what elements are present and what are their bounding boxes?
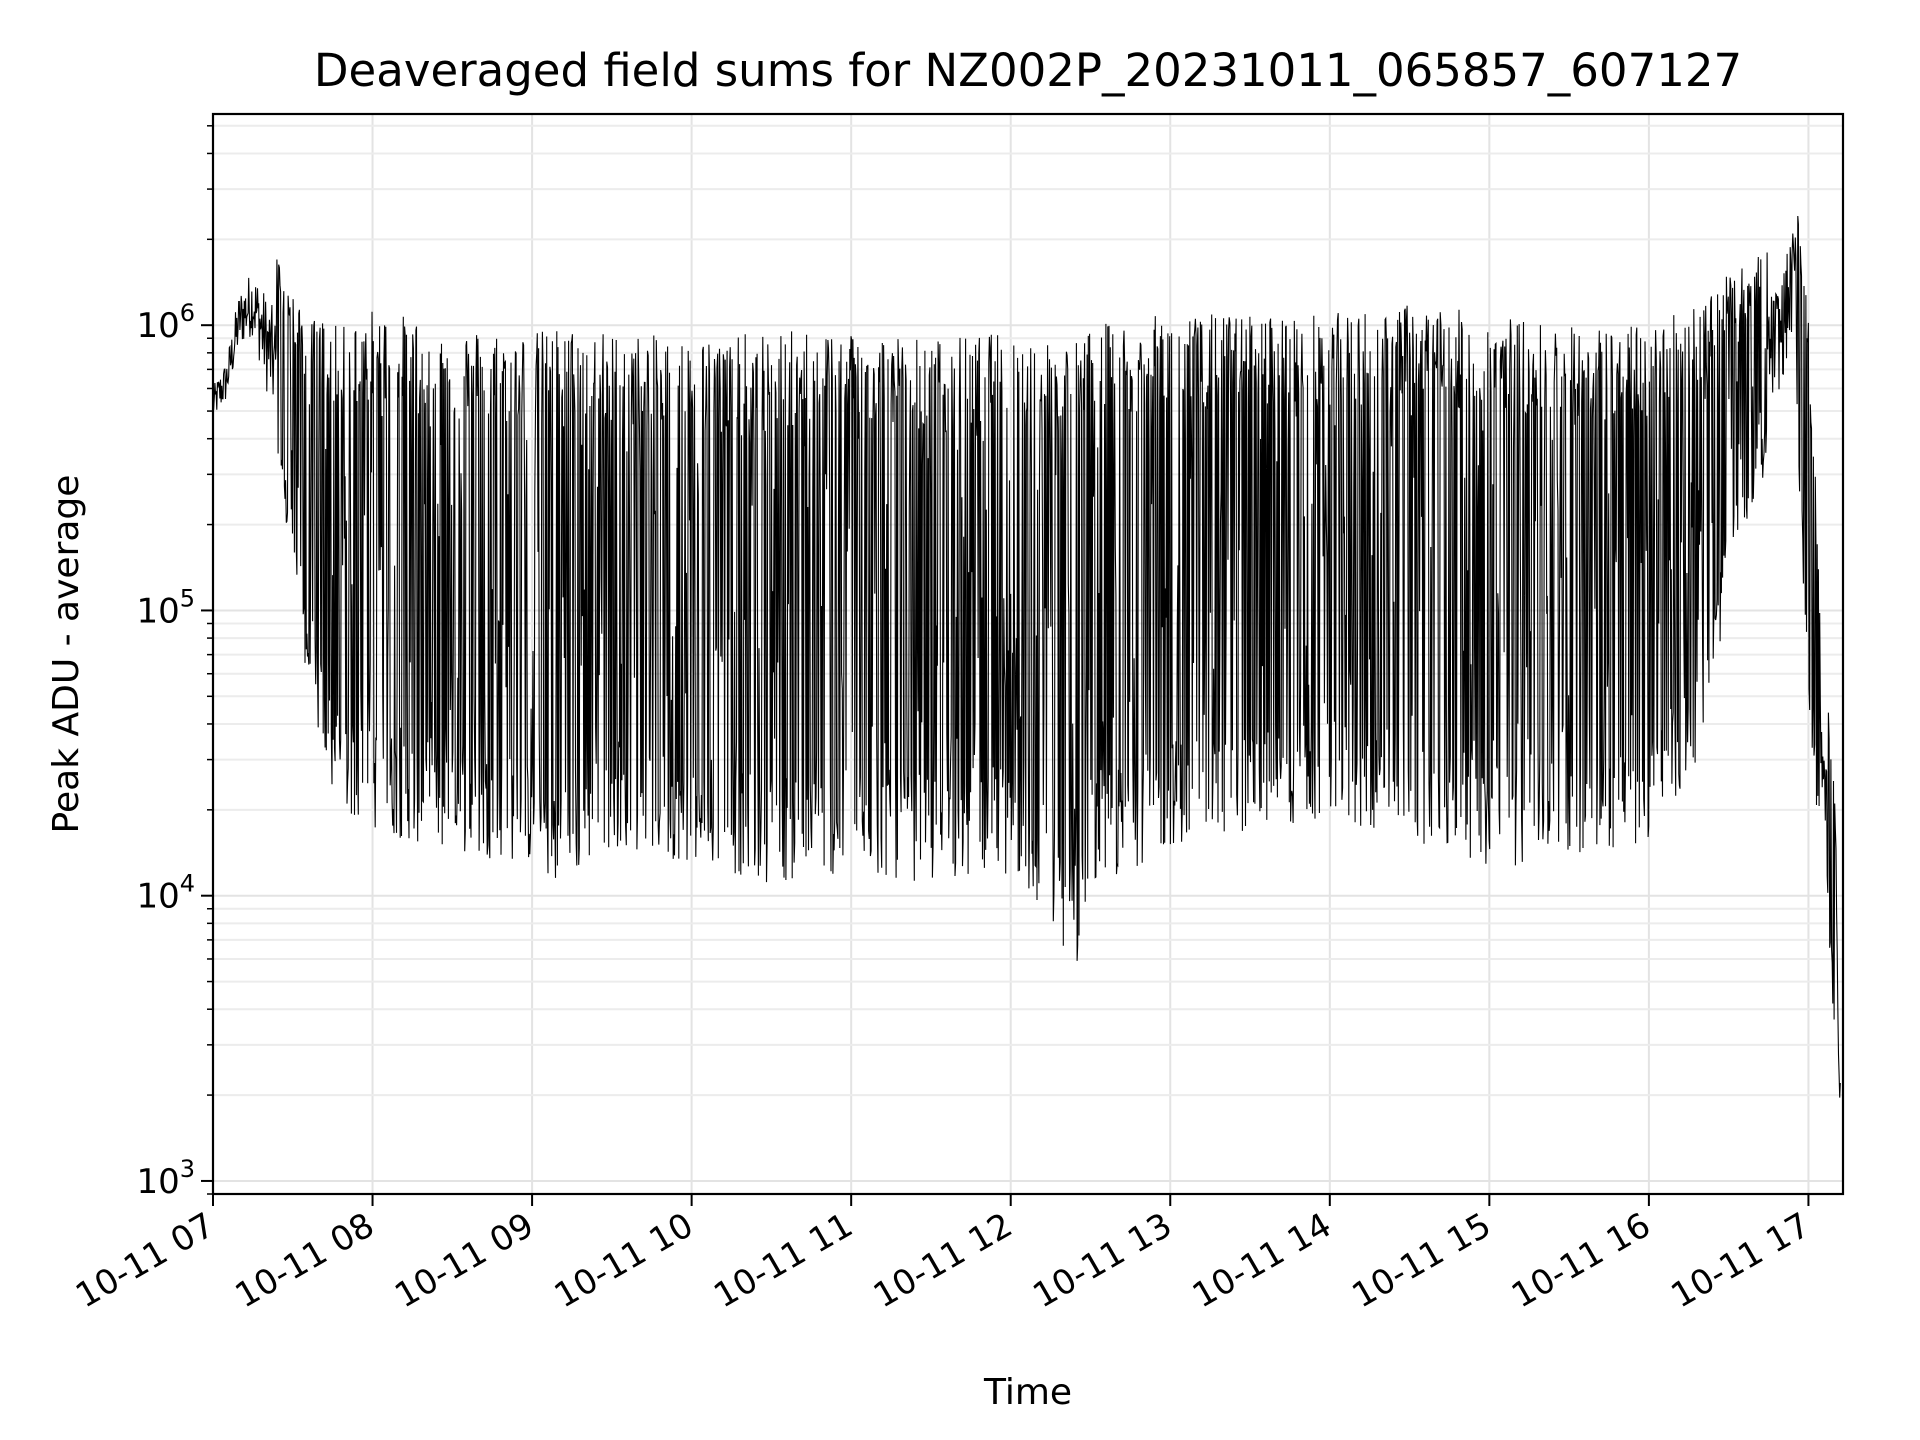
series-line — [212, 215, 1841, 1098]
y-axis-label: Peak ADU - average — [46, 475, 87, 834]
series-path — [212, 215, 1841, 1098]
chart-title: Deaveraged field sums for NZ002P_2023101… — [314, 44, 1742, 97]
x-axis-label: Time — [983, 1372, 1072, 1413]
